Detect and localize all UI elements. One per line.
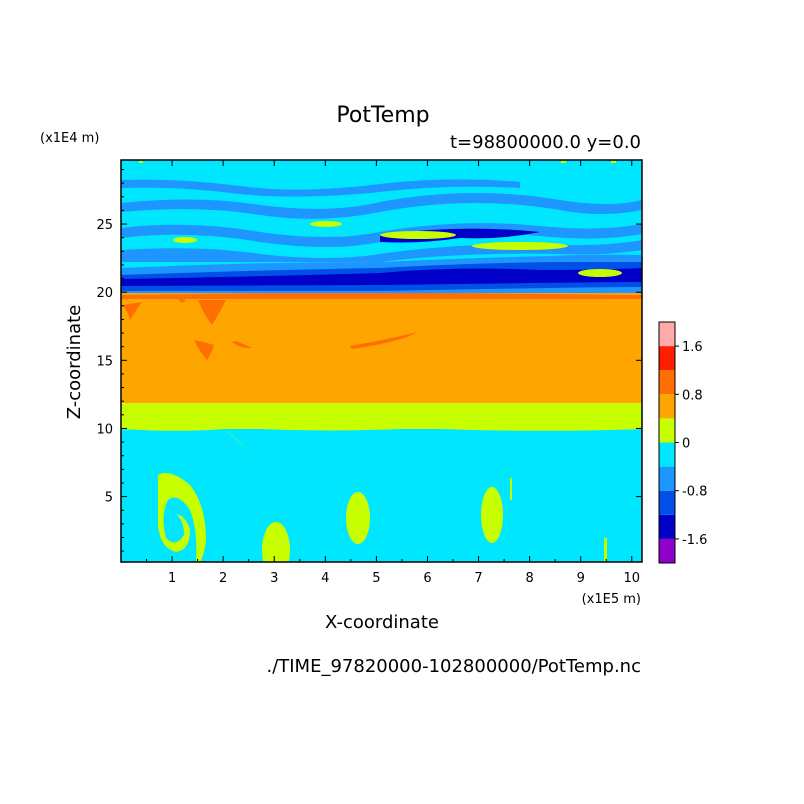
- x-tick-label: 7: [474, 571, 482, 586]
- source-file-label: ./TIME_97820000-102800000/PotTemp.nc: [266, 656, 641, 677]
- yellow-blob: [346, 492, 370, 544]
- y-tick-label: 15: [96, 354, 113, 369]
- colorbar-tick-label: -1.6: [682, 533, 707, 548]
- blue-stripe: [121, 179, 520, 197]
- colorbar: -1.6 -0.8 0 0.8 1.6: [658, 321, 707, 564]
- yellow-speck: [561, 160, 566, 163]
- yellow-lens: [578, 269, 622, 277]
- y-tick-label: 20: [96, 286, 113, 301]
- chart-title: PotTemp: [336, 103, 429, 128]
- colorbar-swatch: [659, 514, 675, 539]
- x-tick-label: 5: [372, 571, 380, 586]
- colorbar-tick-label: 0: [682, 437, 690, 452]
- y-tick-label: 10: [96, 422, 113, 437]
- y-axis-label: Z-coordinate: [64, 305, 85, 420]
- colorbar-tick-label: -0.8: [682, 485, 707, 500]
- blue-stripe: [121, 192, 642, 219]
- contour-field: [121, 160, 642, 562]
- chart-subtitle: t=98800000.0 y=0.0: [450, 132, 641, 153]
- dark-orange-patch: [350, 332, 418, 349]
- colorbar-swatch: [659, 490, 675, 515]
- yellow-vortex: [158, 472, 206, 562]
- plot-frame: [120, 159, 643, 563]
- x-unit-label: (x1E5 m): [582, 592, 641, 607]
- yellow-speck: [139, 160, 143, 163]
- yellow-streak: [510, 478, 512, 500]
- dark-orange-patch: [194, 340, 214, 360]
- dark-blue-band: [121, 268, 642, 286]
- colorbar-swatch: [659, 370, 675, 395]
- x-tick-label: 2: [219, 571, 227, 586]
- dark-orange-patch: [123, 302, 142, 320]
- y-tick-label: 5: [105, 491, 113, 506]
- x-axis-label: X-coordinate: [325, 612, 439, 633]
- colorbar-swatch: [659, 466, 675, 491]
- colorbar-swatch: [659, 538, 675, 563]
- x-tick-label: 4: [321, 571, 329, 586]
- lower-cyan-region: [121, 427, 642, 562]
- yellow-lens: [173, 237, 197, 243]
- y-tick-label: 25: [96, 218, 113, 233]
- colorbar-tick-label: 1.6: [682, 340, 703, 355]
- y-unit-label: (x1E4 m): [40, 131, 99, 146]
- yellow-lens: [310, 221, 342, 227]
- yellow-streak: [604, 538, 607, 562]
- yellow-blob: [262, 522, 290, 562]
- yellow-speck: [611, 160, 616, 163]
- x-axis: 1 2 3 4 5 6 7 8 9 10: [146, 160, 641, 586]
- dark-orange-patch: [232, 341, 252, 349]
- colorbar-swatch: [659, 346, 675, 371]
- x-tick-label: 10: [624, 571, 641, 586]
- colorbar-tick-label: 0.8: [682, 388, 703, 403]
- colorbar-swatch: [659, 322, 675, 347]
- colorbar-swatch: [659, 418, 675, 443]
- y-axis: 5 10 15 20 25: [96, 169, 642, 552]
- yellow-band-edge: [121, 425, 642, 431]
- yellow-lens: [472, 242, 568, 250]
- x-tick-label: 1: [168, 571, 176, 586]
- dark-orange-patch: [178, 298, 186, 303]
- colorbar-swatch: [659, 442, 675, 467]
- dark-orange-line: [121, 292, 642, 299]
- yellow-band: [121, 402, 642, 429]
- dark-orange-patch: [198, 300, 226, 325]
- x-tick-label: 8: [525, 571, 533, 586]
- yellow-blob: [481, 487, 503, 543]
- colorbar-swatch: [659, 394, 675, 419]
- x-tick-label: 6: [423, 571, 431, 586]
- x-tick-label: 9: [577, 571, 585, 586]
- x-tick-label: 3: [270, 571, 278, 586]
- yellow-lens: [380, 231, 456, 239]
